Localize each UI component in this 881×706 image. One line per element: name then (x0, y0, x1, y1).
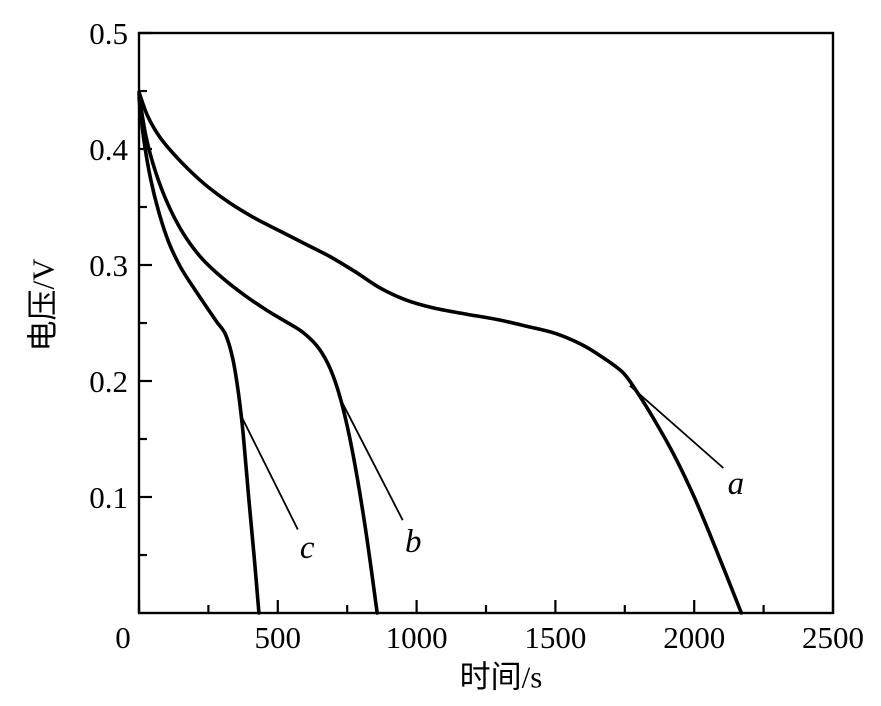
y-tick-label: 0.2 (89, 364, 128, 399)
curve-label-b-leader (337, 394, 404, 521)
x-tick-label: 1000 (386, 620, 448, 655)
curve-b (137, 92, 379, 615)
y-axis-title: 电压/V (25, 258, 61, 352)
curve-label-c: c (300, 530, 315, 566)
curve-label-b: b (405, 524, 422, 560)
y-tick-label: 0.3 (89, 248, 128, 283)
y-tick-label: 0.1 (89, 480, 128, 515)
y-tick-label: 0.4 (89, 132, 128, 167)
x-tick-label: 1500 (524, 620, 586, 655)
curve-a (137, 90, 744, 615)
curve-c (137, 96, 261, 615)
x-tick-label: 2000 (663, 620, 725, 655)
curve-label-c-leader (240, 415, 299, 530)
x-tick-label: 500 (255, 620, 302, 655)
curve-label-a-leader (629, 384, 724, 469)
x-axis-title: 时间/s (459, 659, 543, 695)
plot-frame (137, 31, 835, 615)
x-tick-label: 2500 (802, 620, 864, 655)
x-tick-label: 0 (115, 620, 131, 655)
curve-label-a: a (728, 466, 745, 502)
y-tick-label: 0.5 (89, 16, 128, 51)
